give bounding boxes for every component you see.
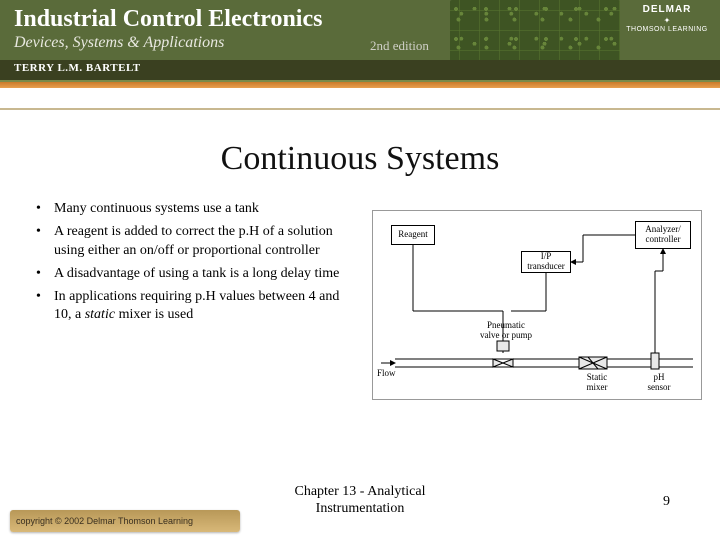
node-ip-transducer: I/P transducer [521,251,571,273]
bullet-text: A reagent is added to correct the p.H of… [54,223,356,261]
publisher-block: DELMAR ✦ THOMSON LEARNING [622,4,712,33]
list-item: •A reagent is added to correct the p.H o… [36,223,356,261]
edition-label: 2nd edition [370,38,429,54]
slide-title: Continuous Systems [0,140,720,178]
author-name: TERRY L.M. BARTELT [14,62,141,74]
process-diagram: Reagent Analyzer/ controller I/P transdu… [372,210,702,400]
book-title: Industrial Control Electronics [14,6,322,33]
bullet-text: In applications requiring p.H values bet… [54,288,356,326]
chapter-label: Chapter 13 - AnalyticalInstrumentation [294,484,425,516]
header-gap [0,88,720,110]
label-valve: Pneumatic valve or pump [471,321,541,341]
list-item: •In applications requiring p.H values be… [36,288,356,326]
label-mixer: Static mixer [577,373,617,393]
node-reagent: Reagent [391,225,435,245]
bullet-list: •Many continuous systems use a tank •A r… [36,200,356,329]
publisher-brand: DELMAR [622,4,712,15]
publisher-sub: THOMSON LEARNING [622,26,712,33]
list-item: •Many continuous systems use a tank [36,200,356,219]
book-subtitle: Devices, Systems & Applications [14,34,224,52]
copyright-badge: copyright © 2002 Delmar Thomson Learning [10,510,240,532]
star-icon: ✦ [622,16,712,25]
bullet-text: A disadvantage of using a tank is a long… [54,265,339,284]
label-flow: Flow [377,369,396,379]
list-item: •A disadvantage of using a tank is a lon… [36,265,356,284]
bullet-text: Many continuous systems use a tank [54,200,259,219]
page-number: 9 [663,494,670,510]
node-analyzer: Analyzer/ controller [635,221,691,249]
textbook-header: Industrial Control Electronics Devices, … [0,0,720,110]
label-sensor: pH sensor [641,373,677,393]
